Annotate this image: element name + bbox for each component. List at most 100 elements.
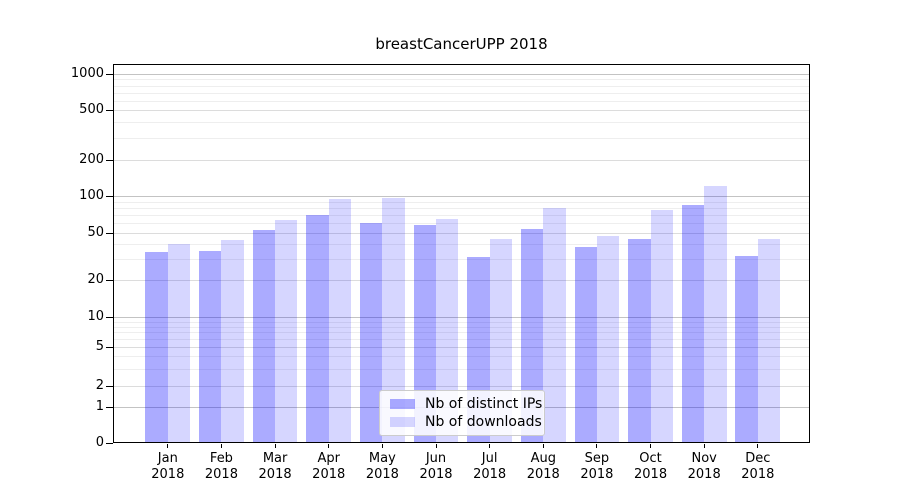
y-tick-label: 2: [95, 378, 104, 393]
x-tick-label: Feb 2018: [204, 451, 238, 482]
gridline-medium: [113, 386, 810, 387]
bar-downloads-8: [596, 235, 620, 443]
gridline-medium: [113, 232, 810, 234]
bar-downloads-2: [275, 220, 298, 443]
x-tick-mark: [542, 444, 544, 448]
gridline-minor: [113, 100, 810, 102]
gridline-minor: [113, 214, 810, 216]
x-tick-label: Apr 2018: [312, 451, 346, 482]
x-tick-mark: [596, 444, 598, 448]
legend-swatch-downloads: [390, 417, 415, 427]
y-tick-label: 10: [87, 309, 104, 324]
gridline-minor: [113, 356, 810, 358]
gridline-minor: [113, 207, 810, 209]
gridline-major: [113, 196, 810, 197]
y-tick-label: 500: [79, 102, 104, 117]
x-tick-mark: [757, 444, 759, 448]
y-tick-label: 200: [79, 151, 104, 167]
y-tick-mark: [106, 443, 113, 444]
y-tick-mark: [106, 347, 113, 348]
gridline-minor: [113, 258, 810, 260]
y-tick-mark: [106, 317, 113, 318]
legend-label-downloads: Nb of downloads: [425, 414, 542, 430]
x-tick-label: Aug 2018: [526, 451, 560, 482]
x-tick-label: May 2018: [365, 451, 399, 482]
gridline-medium: [113, 159, 810, 161]
x-tick-label: Nov 2018: [687, 451, 721, 482]
legend-label-distinct-ips: Nb of distinct IPs: [425, 396, 543, 412]
x-tick-mark: [274, 444, 276, 448]
x-tick-mark: [703, 444, 705, 448]
bar-downloads-9: [650, 210, 673, 443]
bar-distinct-ips-8: [574, 246, 597, 443]
gridline-minor: [113, 122, 810, 124]
bar-distinct-ips-5: [413, 224, 436, 443]
gridline-minor: [113, 321, 810, 323]
gridline-major: [113, 74, 810, 75]
x-tick-label: Oct 2018: [634, 451, 668, 482]
y-tick-mark: [106, 196, 113, 197]
bar-distinct-ips-0: [145, 252, 168, 443]
x-tick-label: Jun 2018: [419, 451, 453, 482]
bar-downloads-0: [167, 244, 191, 443]
y-tick-mark: [106, 386, 113, 387]
bar-distinct-ips-1: [199, 250, 222, 443]
gridline-minor: [113, 368, 810, 370]
bar-downloads-5: [436, 218, 459, 443]
bar-downloads-3: [328, 199, 352, 443]
y-tick-label: 100: [79, 188, 104, 203]
bar-distinct-ips-7: [520, 229, 544, 443]
gridline-minor: [113, 85, 810, 87]
x-tick-label: Sep 2018: [580, 451, 614, 482]
y-tick-label: 20: [87, 272, 104, 287]
bar-distinct-ips-10: [681, 204, 705, 443]
gridline-minor: [113, 339, 810, 341]
bar-downloads-7: [543, 208, 566, 443]
y-tick-mark: [106, 280, 113, 281]
y-tick-label: 0: [95, 435, 104, 450]
bar-downloads-1: [221, 240, 244, 443]
y-tick-label: 1000: [70, 66, 104, 81]
x-tick-label: Mar 2018: [258, 451, 292, 482]
bar-distinct-ips-3: [306, 214, 329, 443]
bar-distinct-ips-2: [252, 230, 276, 443]
gridline-minor: [113, 332, 810, 334]
y-tick-mark: [106, 74, 113, 75]
gridline-medium: [113, 347, 810, 348]
gridline-minor: [113, 222, 810, 224]
x-tick-mark: [328, 444, 330, 448]
x-tick-label: Dec 2018: [741, 451, 775, 482]
bar-distinct-ips-9: [628, 239, 651, 443]
bar-distinct-ips-4: [359, 222, 383, 443]
gridline-minor: [113, 137, 810, 139]
x-tick-mark: [167, 444, 169, 448]
y-tick-mark: [106, 160, 113, 161]
y-tick-mark: [106, 233, 113, 234]
bar-distinct-ips-11: [735, 255, 758, 443]
gridline-minor: [113, 79, 810, 81]
bar-downloads-4: [382, 197, 405, 443]
bar-downloads-10: [704, 186, 727, 443]
x-tick-mark: [650, 444, 652, 448]
y-tick-label: 1: [95, 399, 104, 414]
gridline-major: [113, 317, 810, 318]
y-tick-mark: [106, 407, 113, 408]
x-tick-mark: [489, 444, 491, 448]
x-tick-mark: [381, 444, 383, 448]
x-tick-mark: [220, 444, 222, 448]
y-tick-mark: [106, 110, 113, 111]
gridline-medium: [113, 280, 810, 281]
gridline-minor: [113, 244, 810, 246]
chart-title: breastCancerUPP 2018: [375, 35, 548, 53]
x-tick-label: Jan 2018: [151, 451, 185, 482]
gridline-minor: [113, 326, 810, 328]
y-tick-label: 50: [87, 224, 104, 240]
legend-item-downloads: Nb of downloads: [390, 414, 542, 430]
gridline-minor: [113, 201, 810, 203]
legend-swatch-distinct-ips: [390, 399, 415, 409]
x-tick-label: Jul 2018: [473, 451, 507, 482]
legend: Nb of distinct IPs Nb of downloads: [379, 390, 545, 436]
y-tick-label: 5: [95, 339, 104, 354]
gridline-minor: [113, 92, 810, 94]
